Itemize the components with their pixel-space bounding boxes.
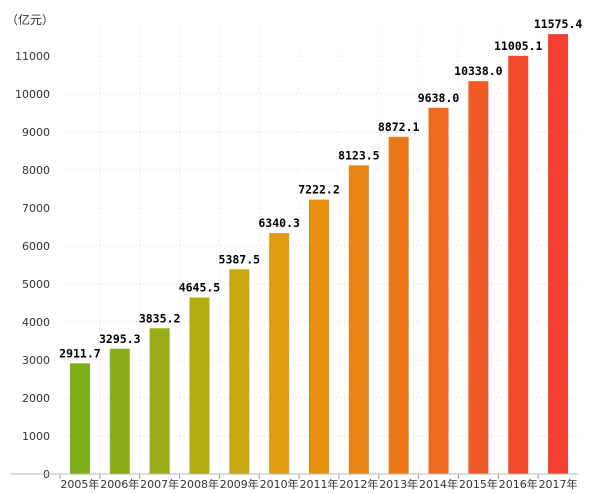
bar <box>388 136 409 474</box>
data-label: 8123.5 <box>338 148 380 162</box>
bar <box>309 199 329 474</box>
bar <box>548 34 569 475</box>
y-tick-label: 4000 <box>22 316 50 329</box>
data-label: 9638.0 <box>418 91 460 105</box>
data-label: 3835.2 <box>139 311 181 325</box>
data-label: 11575.4 <box>534 17 583 31</box>
y-tick-label: 7000 <box>22 202 50 215</box>
x-tick-label: 2013年 <box>379 477 418 491</box>
x-tick-label: 2015年 <box>459 477 498 491</box>
x-tick-label: 2010年 <box>260 477 299 491</box>
y-tick-label: 9000 <box>22 126 50 139</box>
bar <box>348 165 369 474</box>
x-tick-label: 2011年 <box>300 477 339 491</box>
y-tick-label: 2000 <box>22 392 50 405</box>
bar <box>149 328 170 474</box>
y-axis-unit-label: （亿元） <box>6 12 54 27</box>
bar <box>229 269 250 474</box>
x-tick-label: 2017年 <box>539 477 578 491</box>
y-tick-label: 5000 <box>22 278 50 291</box>
x-tick-label: 2014年 <box>419 477 458 491</box>
bar <box>69 363 90 474</box>
bar <box>189 297 210 474</box>
bar <box>508 55 529 474</box>
data-label: 6340.3 <box>258 216 300 230</box>
data-label: 10338.0 <box>454 64 503 78</box>
bar <box>468 81 489 474</box>
y-tick-label: 1000 <box>22 430 50 443</box>
bar <box>109 348 130 474</box>
data-label: 8872.1 <box>378 120 420 134</box>
y-tick-label: 6000 <box>22 240 50 253</box>
bars <box>69 34 569 475</box>
x-tick-label: 2007年 <box>140 477 179 491</box>
data-label: 2911.7 <box>59 346 101 360</box>
data-label: 4645.5 <box>179 280 221 294</box>
y-tick-label: 10000 <box>15 88 50 101</box>
y-tick-label: 8000 <box>22 164 50 177</box>
x-tick-label: 2016年 <box>499 477 538 491</box>
bar <box>269 233 290 474</box>
y-axis-ticks: 0100020003000400050006000700080009000100… <box>15 50 50 481</box>
x-axis-ticks: 2005年 2006年 2007年 2008年 2009年 2010年 2011年 2012年… <box>59 474 578 491</box>
data-label: 7222.2 <box>298 183 340 197</box>
y-tick-label: 11000 <box>15 50 50 63</box>
data-label: 11005.1 <box>494 39 543 53</box>
x-tick-label: 2008年 <box>180 477 219 491</box>
data-label: 3295.3 <box>99 332 141 346</box>
bar <box>428 107 449 475</box>
x-tick-label: 2012年 <box>339 477 378 491</box>
y-tick-label: 3000 <box>22 354 50 367</box>
data-label: 5387.5 <box>219 252 261 266</box>
x-tick-label: 2009年 <box>220 477 259 491</box>
x-tick-label: 2006年 <box>100 477 139 491</box>
x-tick-label: 2005年 <box>60 477 99 491</box>
